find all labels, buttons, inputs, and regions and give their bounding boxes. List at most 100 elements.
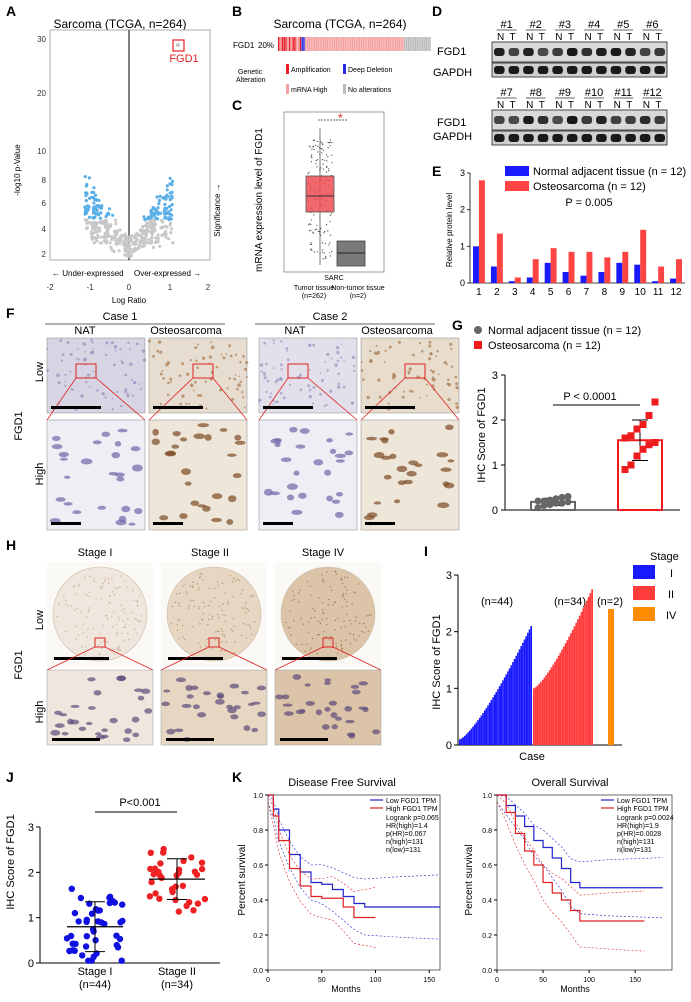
tma-cell (337, 617, 339, 619)
ihc-cell (408, 389, 412, 393)
volcano-point (167, 237, 171, 241)
ihc-cell (194, 346, 198, 350)
volcano-point (90, 223, 94, 228)
tma-cell (89, 575, 91, 578)
ihc-nucleus (289, 426, 298, 433)
e-bar-osteo (514, 277, 521, 283)
oncoprint-sample (328, 37, 330, 51)
tma-cell (100, 586, 102, 588)
lane-label: #7 (500, 87, 512, 99)
volcano-points (83, 43, 180, 258)
ihc-cell (337, 372, 340, 376)
km-ci (267, 801, 441, 940)
tma-cell (170, 622, 172, 625)
km-ytick-label: 0.8 (482, 828, 492, 835)
e-bar-osteo (532, 259, 539, 283)
ihc-nucleus (295, 444, 306, 449)
b-legend-title-1: Genetic (238, 69, 263, 76)
ihc-cell (219, 388, 223, 392)
tma-nucleus (192, 704, 200, 710)
lane-t: T (568, 32, 574, 43)
ihc-cell (70, 388, 74, 391)
ihc-nucleus (116, 476, 125, 482)
ihc-cell (376, 352, 379, 356)
i-bar-stage-II (547, 672, 549, 745)
blot-band (596, 116, 607, 124)
blot-band-gapdh (639, 66, 651, 74)
ihc-cell (286, 358, 290, 362)
ihc-cell (126, 394, 130, 398)
k-os-stat-2: HR(high)=1.9 (617, 823, 659, 830)
blot-band-gapdh (610, 134, 622, 142)
ihc-cell (377, 378, 381, 382)
tma-nucleus (70, 704, 80, 708)
ihc-cell (362, 378, 365, 381)
tma-cell (221, 614, 224, 616)
tma-nucleus (50, 729, 61, 736)
blot-band-gapdh (523, 134, 534, 142)
volcano-point (113, 218, 118, 222)
tma-cell (199, 623, 201, 625)
ihc-cell (236, 387, 239, 391)
ihc-cell (454, 375, 458, 379)
volcano-point (165, 193, 169, 197)
panel-label-d: D (432, 3, 442, 19)
tma-nucleus (131, 716, 140, 723)
tma-cell (77, 634, 79, 636)
i-bar-stage-I (518, 649, 521, 745)
tma-cell (138, 619, 140, 622)
j-point (198, 859, 206, 866)
ihc-cell (111, 397, 114, 400)
tma-cell (289, 627, 291, 629)
ihc-cell (269, 392, 273, 395)
i-ytick-label: 0 (446, 740, 452, 752)
volcano-point (85, 182, 89, 187)
tma-cell (84, 577, 86, 579)
c-point (316, 251, 318, 253)
c-point (327, 230, 329, 232)
j-point (118, 957, 125, 964)
ihc-cell (312, 343, 315, 347)
tma-cell (332, 604, 334, 606)
oncoprint-sample (375, 37, 377, 51)
tma-cell (306, 580, 308, 583)
panel-label-b: B (232, 3, 242, 19)
tma-zoom-box (94, 637, 106, 648)
lane-label: #8 (530, 87, 542, 99)
blot-band-gapdh (596, 66, 607, 74)
c-point (326, 165, 328, 168)
e-bar-normal (634, 264, 641, 283)
tma-cell (74, 584, 76, 587)
lane-label: #3 (559, 19, 571, 31)
oncoprint-sample (285, 37, 287, 51)
e-bar-osteo (658, 266, 665, 283)
legend-amplification: Amplification (291, 67, 331, 74)
b-percent: 20% (258, 41, 274, 50)
ihc-cell (120, 404, 123, 408)
ihc-cell (285, 347, 289, 351)
ihc-nucleus (326, 495, 333, 502)
i-bar-stage-II (541, 679, 544, 745)
volcano-point (83, 175, 87, 179)
tma-cell (341, 583, 344, 585)
i-bar-stage-I (492, 697, 494, 745)
c-point (325, 257, 327, 259)
i-bar-stage-I (472, 726, 474, 745)
tma-cell (327, 604, 329, 606)
c-group-tumor: Tumor tissue (294, 285, 334, 292)
c-point (322, 168, 324, 170)
tma-cell (249, 595, 251, 598)
ihc-cell (431, 376, 435, 379)
tma-cell (290, 634, 292, 636)
c-point (328, 168, 330, 170)
c-point (315, 144, 317, 146)
panel-label-i: I (424, 543, 428, 559)
panel-i: I IHC Score of FGD1 Case (n=44) (n=34) (… (424, 543, 679, 763)
km-curve (497, 794, 645, 922)
tma-cell (246, 608, 248, 610)
ihc-cell (266, 379, 270, 383)
ihc-cell (428, 340, 432, 344)
volcano-point (125, 238, 129, 242)
oncoprint-sample (414, 37, 417, 51)
volcano-point (129, 247, 133, 251)
